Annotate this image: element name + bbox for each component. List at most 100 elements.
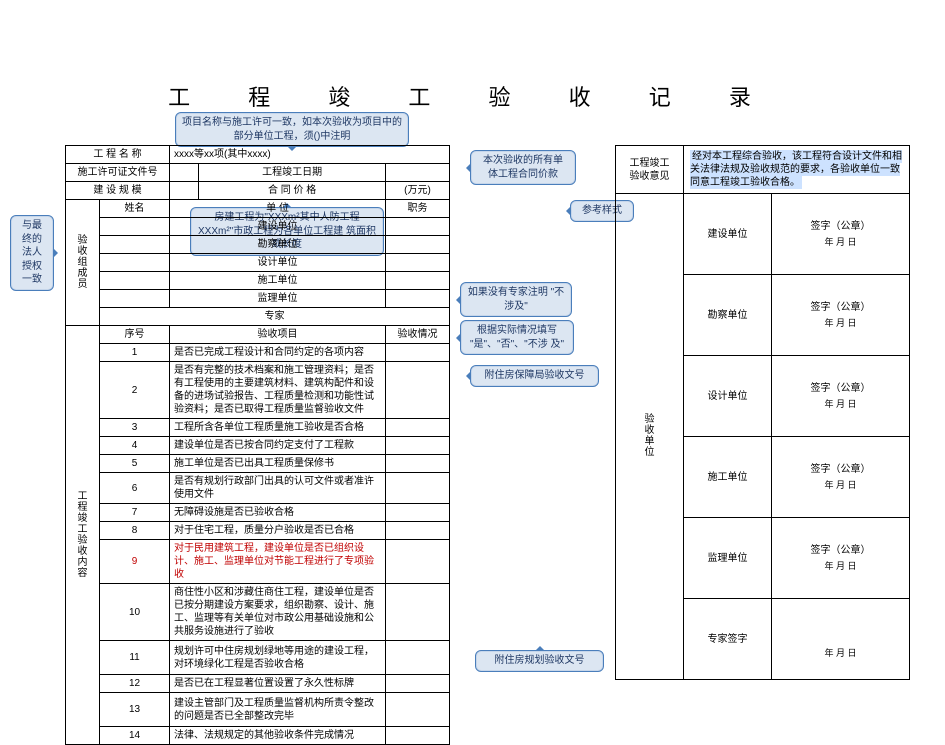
member-unit-3: 设计单位 (170, 254, 386, 272)
item-txt-7: 无障碍设施是否已验收合格 (170, 504, 386, 522)
item-stat-14 (386, 727, 450, 745)
member-name-5 (100, 290, 170, 308)
member-unit-5: 监理单位 (170, 290, 386, 308)
member-name-3 (100, 254, 170, 272)
item-seq-12: 12 (100, 675, 170, 693)
item-stat-2 (386, 362, 450, 419)
item-txt-1: 是否已完成工程设计和合同约定的各项内容 (170, 344, 386, 362)
item-txt-9: 对于民用建筑工程，建设单位是否已组织设计、施工、监理单位对节能工程进行了专项验收 (170, 540, 386, 584)
left-form-table: 工 程 名 称 xxxx等xx项(其中xxxx) 施工许可证文件号 工程竣工日期… (65, 145, 450, 745)
member-role-2 (386, 236, 450, 254)
item-stat-11 (386, 641, 450, 675)
item-stat-1 (386, 344, 450, 362)
date-label-2: 年 月 日 (778, 318, 903, 330)
member-unit-4: 施工单位 (170, 272, 386, 290)
member-unit-2: 勘察单位 (170, 236, 386, 254)
callout-status: 根据实际情况填写 "是"、"否"、"不涉 及" (460, 320, 574, 355)
sig-label-5: 签字（公章） (811, 545, 871, 556)
member-unit-1: 建设单位 (170, 218, 386, 236)
col-status: 验收情况 (386, 326, 450, 344)
item-txt-14: 法律、法规规定的其他验收条件完成情况 (170, 727, 386, 745)
item-txt-3: 工程所含各单位工程质量施工验收是否合格 (170, 419, 386, 437)
col-name: 姓名 (100, 200, 170, 218)
sig-label-4: 签字（公章） (811, 464, 871, 475)
col-unit: 单 位 (170, 200, 386, 218)
date-label-4: 年 月 日 (778, 480, 903, 492)
item-seq-1: 1 (100, 344, 170, 362)
opinion-vertical-label: 工程竣工 验收意见 (616, 146, 684, 194)
unit-label-5: 监理单位 (684, 518, 772, 599)
label-completion-date: 工程竣工日期 (199, 164, 386, 182)
item-stat-12 (386, 675, 450, 693)
item-txt-4: 建设单位是否已按合同约定支付了工程款 (170, 437, 386, 455)
callout-planning-doc: 附住房规划验收文号 (475, 650, 604, 672)
unit-wanyuan: (万元) (386, 182, 450, 200)
members-vertical-label: 验收组成员 (77, 235, 88, 290)
member-role-5 (386, 290, 450, 308)
expert-label: 专家 (100, 308, 450, 326)
callout-housing-doc: 附住房保障局验收文号 (470, 365, 599, 387)
item-stat-10 (386, 584, 450, 641)
date-label-6: 年 月 日 (778, 648, 903, 660)
col-role: 职务 (386, 200, 450, 218)
callout-expert: 如果没有专家注明 "不涉及" (460, 282, 572, 317)
item-seq-7: 7 (100, 504, 170, 522)
label-contract-price: 合 同 价 格 (199, 182, 386, 200)
callout-legal-auth: 与最 终的 法人 授权 一致 (10, 215, 54, 291)
value-scale (170, 182, 199, 200)
unit-label-1: 建设单位 (684, 194, 772, 275)
item-seq-11: 11 (100, 641, 170, 675)
item-seq-13: 13 (100, 693, 170, 727)
unit-label-6: 专家签字 (684, 599, 772, 680)
right-signatures-table: 工程竣工 验收意见 经对本工程综合验收，该工程符合设计文件和相关法律法规及验收规… (615, 145, 910, 680)
item-seq-10: 10 (100, 584, 170, 641)
unit-label-2: 勘察单位 (684, 275, 772, 356)
opinion-text: 经对本工程综合验收，该工程符合设计文件和相关法律法规及验收规范的要求，各验收单位… (690, 150, 902, 189)
item-seq-2: 2 (100, 362, 170, 419)
item-txt-10: 商住性小区和涉藏住商住工程，建设单位是否已按分期建设方案要求，组织勘察、设计、施… (170, 584, 386, 641)
item-seq-6: 6 (100, 473, 170, 504)
member-role-4 (386, 272, 450, 290)
item-txt-5: 施工单位是否已出具工程质量保修书 (170, 455, 386, 473)
col-seq: 序号 (100, 326, 170, 344)
item-seq-4: 4 (100, 437, 170, 455)
page-title: 工 程 竣 工 验 收 记 录 (0, 80, 945, 112)
item-seq-5: 5 (100, 455, 170, 473)
item-txt-2: 是否有完整的技术档案和施工管理资料；是否有工程使用的主要建筑材料、建筑构配件和设… (170, 362, 386, 419)
item-stat-3 (386, 419, 450, 437)
item-stat-6 (386, 473, 450, 504)
unit-label-3: 设计单位 (684, 356, 772, 437)
item-stat-5 (386, 455, 450, 473)
unit-label-4: 施工单位 (684, 437, 772, 518)
callout-project-name: 项目名称与施工许可一致，如本次验收为项目中的 部分单位工程，须()中注明 (175, 112, 409, 147)
col-project: 验收项目 (170, 326, 386, 344)
member-role-1 (386, 218, 450, 236)
item-txt-13: 建设主管部门及工程质量监督机构所责令整改的问题是否已全部整改完毕 (170, 693, 386, 727)
sig-label-3: 签字（公章） (811, 383, 871, 394)
accept-units-vertical-label: 验收单位 (644, 414, 655, 458)
member-name-2 (100, 236, 170, 254)
date-label-5: 年 月 日 (778, 561, 903, 573)
item-seq-14: 14 (100, 727, 170, 745)
member-role-3 (386, 254, 450, 272)
content-vertical-label: 工程竣工验收内容 (77, 491, 88, 579)
member-name-1 (100, 218, 170, 236)
item-stat-4 (386, 437, 450, 455)
item-stat-8 (386, 522, 450, 540)
sig-label-2: 签字（公章） (811, 302, 871, 313)
item-txt-11: 规划许可中住房规划绿地等用途的建设工程，对环境绿化工程是否验收合格 (170, 641, 386, 675)
label-scale: 建 设 规 模 (66, 182, 170, 200)
callout-contract-price: 本次验收的所有单 体工程合同价款 (470, 150, 576, 185)
item-txt-12: 是否已在工程显著位置设置了永久性标牌 (170, 675, 386, 693)
date-label-3: 年 月 日 (778, 399, 903, 411)
label-project-name: 工 程 名 称 (66, 146, 170, 164)
item-txt-6: 是否有规划行政部门出具的认可文件或者准许使用文件 (170, 473, 386, 504)
value-project-name: xxxx等xx项(其中xxxx) (170, 146, 450, 164)
value-completion-date (386, 164, 450, 182)
item-stat-7 (386, 504, 450, 522)
item-seq-8: 8 (100, 522, 170, 540)
item-seq-9: 9 (100, 540, 170, 584)
item-stat-13 (386, 693, 450, 727)
item-seq-3: 3 (100, 419, 170, 437)
item-txt-8: 对于住宅工程，质量分户验收是否已合格 (170, 522, 386, 540)
